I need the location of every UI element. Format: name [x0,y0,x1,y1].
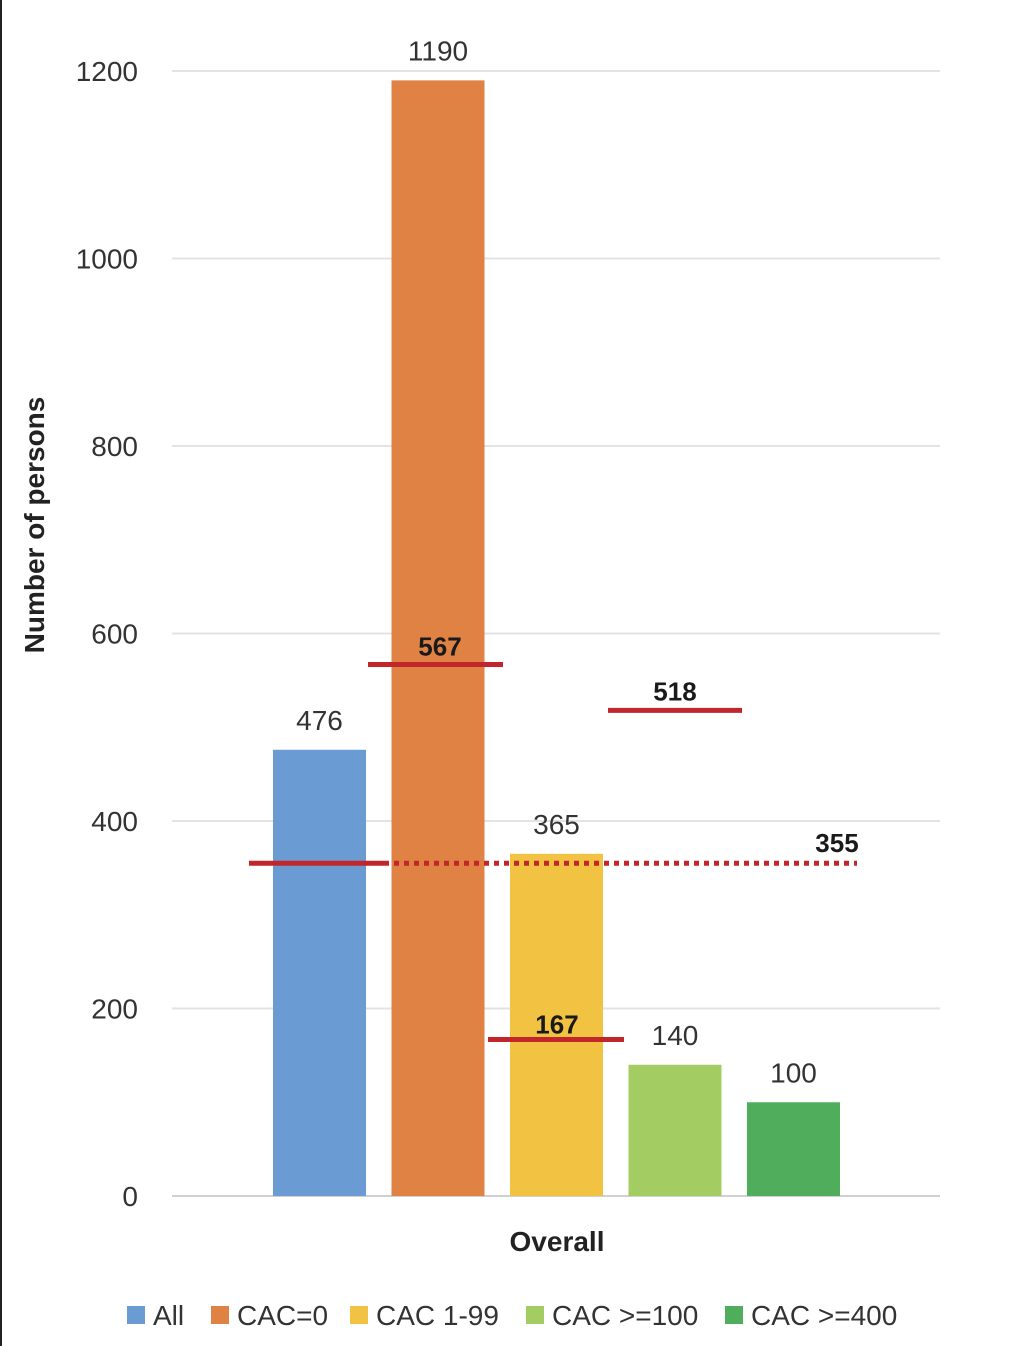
bar [510,853,603,1196]
legend-swatch [526,1306,544,1324]
bar-value-label: 100 [770,1057,817,1088]
x-category-label: Overall [510,1226,605,1257]
bar [747,1102,840,1196]
y-tick-label: 1000 [76,244,138,275]
reference-lines [249,661,857,1042]
bars [273,80,840,1196]
legend-label: All [153,1300,184,1331]
legend-swatch [211,1306,229,1324]
legend-swatch [350,1306,368,1324]
y-tick-label: 1200 [76,56,138,87]
reference-line-label: 167 [535,1009,578,1039]
y-tick-label: 200 [91,994,138,1025]
bar-value-labels: 476 1190 365 140 100 [296,35,817,1088]
y-tick-label: 400 [91,806,138,837]
reference-line-labels: 355 567 167 518 [418,631,858,1039]
legend-label: CAC=0 [237,1300,328,1331]
y-tick-label: 0 [122,1181,138,1212]
bar [628,1064,722,1196]
legend-label: CAC >=400 [751,1300,897,1331]
legend-swatch [127,1306,145,1324]
bar [273,749,366,1196]
bar-value-label: 140 [652,1020,699,1051]
legend-label: CAC 1-99 [376,1300,499,1331]
bar-value-label: 476 [296,705,343,736]
legend: All CAC=0 CAC 1-99 CAC >=100 CAC >=400 [127,1300,897,1331]
bar-value-label: 365 [533,809,580,840]
y-axis-title: Number of persons [19,397,50,654]
reference-line-label: 518 [653,676,696,706]
bar-value-label: 1190 [408,35,468,66]
reference-line-label: 355 [815,828,858,858]
y-tick-label: 600 [91,619,138,650]
reference-line-label: 567 [418,631,461,661]
y-tick-label: 800 [91,431,138,462]
legend-swatch [725,1306,743,1324]
bar [391,80,485,1196]
legend-label: CAC >=100 [552,1300,698,1331]
y-axis-ticks: 0 200 400 600 800 1000 1200 [76,56,138,1212]
